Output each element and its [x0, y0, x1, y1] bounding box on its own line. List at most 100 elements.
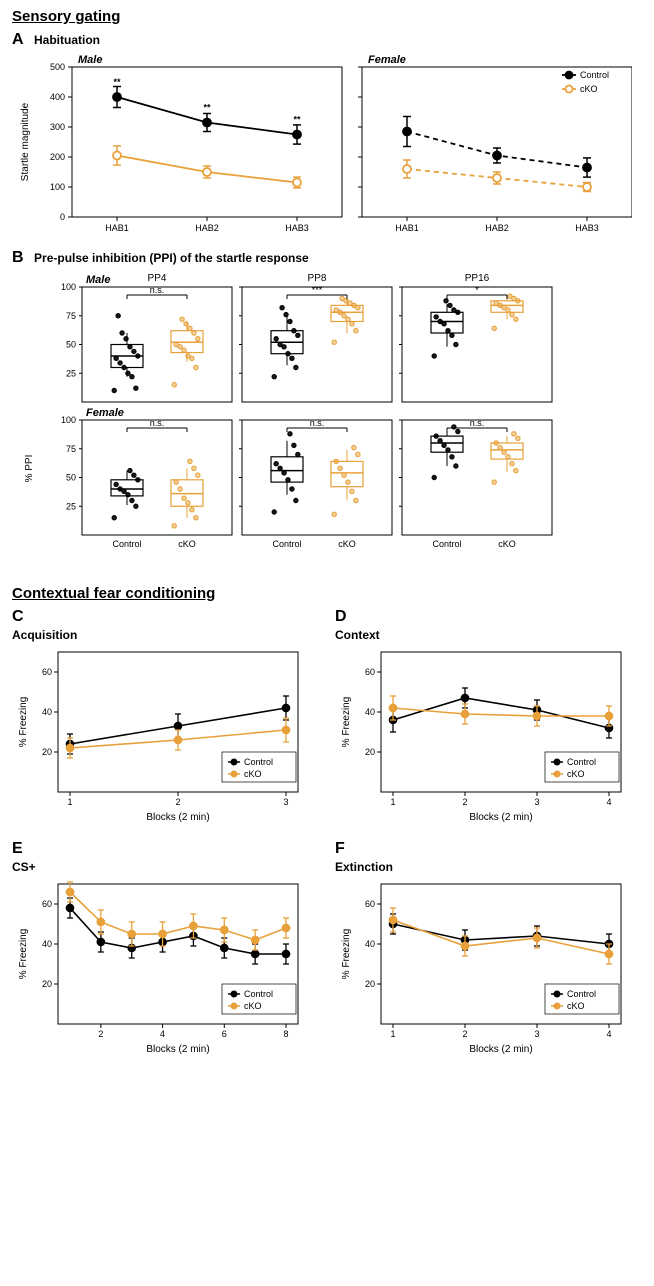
svg-text:25: 25 — [66, 368, 76, 378]
svg-text:60: 60 — [365, 899, 375, 909]
svg-text:cKO: cKO — [580, 84, 598, 94]
svg-text:400: 400 — [50, 92, 65, 102]
section-cfc-title: Contextual fear conditioning — [12, 585, 642, 602]
svg-text:Blocks (2 min): Blocks (2 min) — [146, 812, 209, 823]
svg-text:1: 1 — [390, 797, 395, 807]
svg-text:60: 60 — [42, 899, 52, 909]
svg-text:cKO: cKO — [498, 539, 516, 549]
svg-text:PP4: PP4 — [148, 273, 167, 284]
panel-e-label: E — [12, 840, 23, 858]
svg-text:Control: Control — [244, 989, 273, 999]
svg-text:**: ** — [203, 103, 211, 113]
svg-text:HAB1: HAB1 — [105, 223, 129, 233]
svg-text:PP8: PP8 — [308, 273, 327, 284]
svg-text:cKO: cKO — [178, 539, 196, 549]
svg-text:4: 4 — [160, 1029, 165, 1039]
svg-text:n.s.: n.s. — [470, 418, 485, 428]
svg-text:40: 40 — [365, 707, 375, 717]
svg-text:1: 1 — [67, 797, 72, 807]
svg-text:20: 20 — [365, 747, 375, 757]
svg-text:Startle magnitude: Startle magnitude — [20, 102, 31, 181]
svg-text:6: 6 — [222, 1029, 227, 1039]
svg-text:2: 2 — [462, 1029, 467, 1039]
svg-text:75: 75 — [66, 311, 76, 321]
svg-text:40: 40 — [42, 707, 52, 717]
svg-text:Control: Control — [244, 757, 273, 767]
svg-text:3: 3 — [283, 797, 288, 807]
svg-text:% PPI: % PPI — [24, 455, 35, 483]
svg-text:HAB1: HAB1 — [395, 223, 419, 233]
svg-text:40: 40 — [365, 939, 375, 949]
svg-text:3: 3 — [534, 1029, 539, 1039]
svg-text:50: 50 — [66, 473, 76, 483]
panel-e-title: CS+ — [12, 860, 36, 874]
svg-text:Male: Male — [86, 274, 110, 286]
panel-f-title: Extinction — [335, 860, 393, 874]
svg-text:4: 4 — [606, 1029, 611, 1039]
panel-f-chart: 2040601234ControlcKO% FreezingBlocks (2 … — [335, 876, 635, 1066]
svg-text:Female: Female — [86, 407, 124, 419]
svg-text:**: ** — [113, 77, 121, 87]
svg-text:PP16: PP16 — [465, 273, 490, 284]
svg-text:% Freezing: % Freezing — [18, 929, 29, 980]
panel-f-label: F — [335, 840, 345, 858]
svg-text:200: 200 — [50, 152, 65, 162]
panel-b-label: B — [12, 249, 24, 267]
svg-text:0: 0 — [60, 212, 65, 222]
svg-text:100: 100 — [61, 415, 76, 425]
svg-text:Control: Control — [567, 757, 596, 767]
svg-text:300: 300 — [50, 122, 65, 132]
panel-a-title: Habituation — [34, 33, 100, 47]
svg-text:% Freezing: % Freezing — [18, 697, 29, 748]
svg-text:Control: Control — [580, 70, 609, 80]
panel-c-chart: 204060123ControlcKO% FreezingBlocks (2 m… — [12, 644, 312, 834]
svg-text:HAB3: HAB3 — [575, 223, 599, 233]
svg-text:cKO: cKO — [244, 1001, 262, 1011]
svg-text:2: 2 — [175, 797, 180, 807]
svg-text:20: 20 — [42, 747, 52, 757]
svg-text:2: 2 — [462, 797, 467, 807]
svg-text:Blocks (2 min): Blocks (2 min) — [146, 1044, 209, 1055]
svg-text:cKO: cKO — [338, 539, 356, 549]
svg-text:75: 75 — [66, 444, 76, 454]
svg-text:50: 50 — [66, 340, 76, 350]
svg-text:100: 100 — [61, 282, 76, 292]
svg-text:20: 20 — [365, 979, 375, 989]
svg-text:20: 20 — [42, 979, 52, 989]
svg-text:3: 3 — [534, 797, 539, 807]
svg-text:Male: Male — [78, 54, 102, 66]
svg-text:n.s.: n.s. — [150, 418, 165, 428]
panel-a-label: A — [12, 31, 24, 49]
svg-text:***: *** — [312, 285, 323, 295]
svg-text:Control: Control — [567, 989, 596, 999]
svg-text:60: 60 — [42, 667, 52, 677]
svg-text:500: 500 — [50, 62, 65, 72]
panel-c-label: C — [12, 608, 24, 626]
svg-text:Control: Control — [432, 539, 461, 549]
panel-d-chart: 2040601234ControlcKO% FreezingBlocks (2 … — [335, 644, 635, 834]
svg-text:2: 2 — [98, 1029, 103, 1039]
panel-d-title: Context — [335, 628, 380, 642]
svg-text:40: 40 — [42, 939, 52, 949]
svg-text:Female: Female — [368, 54, 406, 66]
svg-text:25: 25 — [66, 501, 76, 511]
svg-text:**: ** — [293, 115, 301, 125]
svg-text:HAB2: HAB2 — [485, 223, 509, 233]
panel-b-title: Pre-pulse inhibition (PPI) of the startl… — [34, 251, 309, 265]
svg-text:cKO: cKO — [567, 769, 585, 779]
svg-text:4: 4 — [606, 797, 611, 807]
svg-text:n.s.: n.s. — [150, 285, 165, 295]
panel-b-chart: PP4255075100n.s.PP8***PP16*Male255075100… — [12, 267, 642, 567]
svg-text:Blocks (2 min): Blocks (2 min) — [469, 1044, 532, 1055]
svg-text:8: 8 — [283, 1029, 288, 1039]
svg-text:HAB3: HAB3 — [285, 223, 309, 233]
svg-text:100: 100 — [50, 182, 65, 192]
panel-a-chart: 0 100 200 300 400 500 HAB1 HAB2 HAB3 Male ** ** ** HA… — [12, 49, 642, 239]
svg-text:n.s.: n.s. — [310, 418, 325, 428]
svg-text:HAB2: HAB2 — [195, 223, 219, 233]
svg-text:Blocks (2 min): Blocks (2 min) — [469, 812, 532, 823]
svg-text:Control: Control — [112, 539, 141, 549]
svg-text:60: 60 — [365, 667, 375, 677]
svg-text:% Freezing: % Freezing — [341, 929, 352, 980]
panel-c-title: Acquisition — [12, 628, 77, 642]
